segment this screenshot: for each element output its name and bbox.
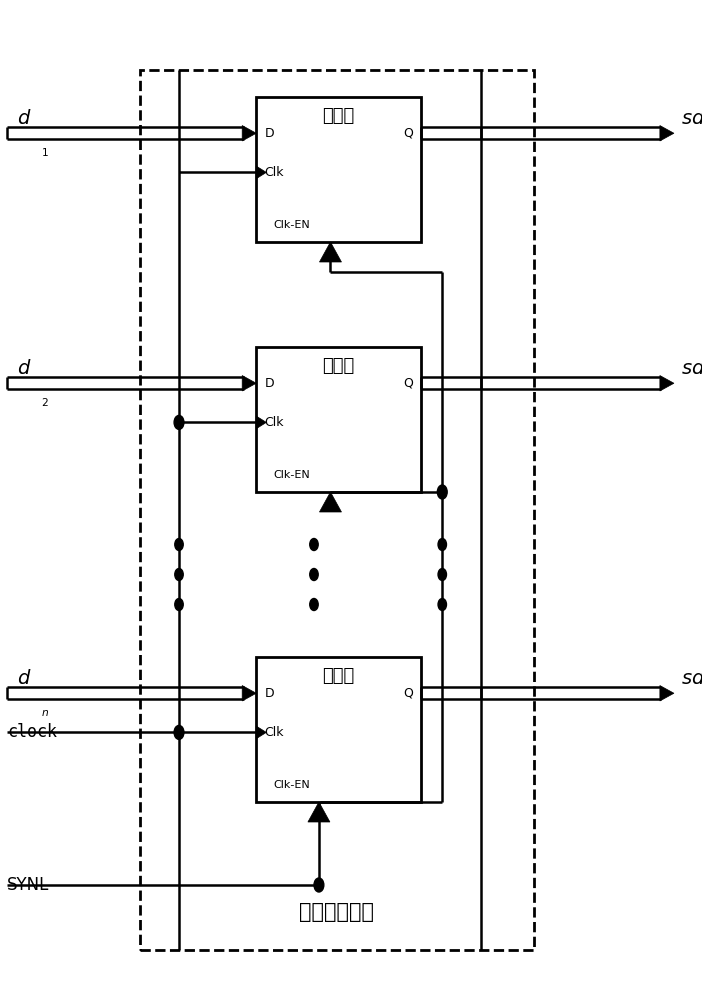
Text: Clk: Clk	[265, 166, 284, 179]
Polygon shape	[256, 166, 266, 179]
Text: Clk: Clk	[265, 416, 284, 429]
Text: SYNL: SYNL	[7, 876, 49, 894]
Text: $sd$: $sd$	[681, 669, 702, 688]
Circle shape	[438, 538, 446, 550]
Polygon shape	[308, 802, 330, 822]
Circle shape	[175, 568, 183, 580]
Text: Q: Q	[403, 127, 413, 140]
Text: $_n$: $_n$	[41, 704, 49, 719]
Polygon shape	[660, 126, 674, 141]
Polygon shape	[319, 492, 341, 512]
Text: $d$: $d$	[18, 109, 32, 128]
Circle shape	[174, 415, 184, 429]
Text: $_2$: $_2$	[41, 394, 48, 409]
Circle shape	[438, 568, 446, 580]
Text: $d$: $d$	[18, 669, 32, 688]
Circle shape	[437, 485, 447, 499]
Polygon shape	[319, 242, 341, 262]
Bar	[256, 97, 421, 242]
Text: $_1$: $_1$	[41, 144, 48, 159]
Circle shape	[175, 598, 183, 610]
Circle shape	[310, 568, 318, 580]
Text: Q: Q	[403, 377, 413, 390]
Circle shape	[314, 878, 324, 892]
Text: Clk-EN: Clk-EN	[274, 780, 310, 790]
Polygon shape	[242, 126, 256, 141]
Text: 锁存器: 锁存器	[323, 667, 355, 685]
Polygon shape	[242, 376, 256, 391]
Text: D: D	[265, 687, 274, 700]
Polygon shape	[660, 376, 674, 391]
Text: Clk-EN: Clk-EN	[274, 470, 310, 480]
Text: Clk: Clk	[265, 726, 284, 739]
Circle shape	[174, 725, 184, 739]
Text: $sd$: $sd$	[681, 109, 702, 128]
Text: 同步锁存模块: 同步锁存模块	[300, 902, 374, 922]
Text: 锁存器: 锁存器	[323, 107, 355, 125]
Circle shape	[310, 538, 318, 550]
Bar	[140, 70, 534, 950]
Bar	[256, 657, 421, 802]
Text: clock: clock	[7, 723, 57, 741]
Text: 锁存器: 锁存器	[323, 357, 355, 375]
Circle shape	[310, 598, 318, 610]
Text: D: D	[265, 127, 274, 140]
Text: Clk-EN: Clk-EN	[274, 220, 310, 230]
Polygon shape	[660, 686, 674, 701]
Polygon shape	[256, 416, 266, 429]
Text: D: D	[265, 377, 274, 390]
Bar	[256, 347, 421, 492]
Text: Q: Q	[403, 687, 413, 700]
Polygon shape	[242, 686, 256, 701]
Circle shape	[175, 538, 183, 550]
Circle shape	[438, 598, 446, 610]
Text: $sd$: $sd$	[681, 359, 702, 378]
Text: $d$: $d$	[18, 359, 32, 378]
Polygon shape	[256, 726, 266, 739]
